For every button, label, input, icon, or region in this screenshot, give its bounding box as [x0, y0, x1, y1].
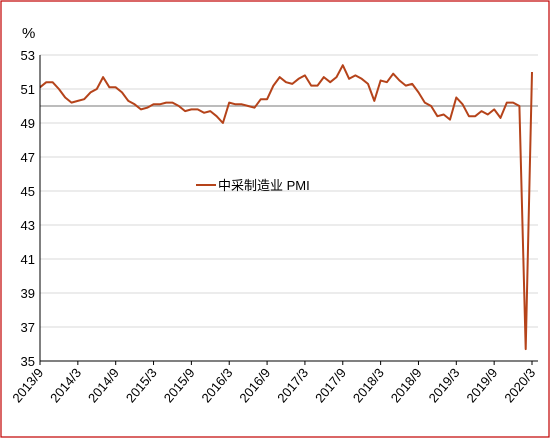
y-tick-label: 53: [21, 48, 35, 63]
x-tick-label: 2014/3: [47, 365, 84, 405]
x-tick-label: 2016/9: [236, 365, 273, 405]
y-tick-label: 45: [21, 184, 35, 199]
x-tick-label: 2014/9: [85, 365, 122, 405]
y-tick-label: 43: [21, 218, 35, 233]
series-line-pmi: [39, 64, 533, 351]
legend-label: 中采制造业 PMI: [218, 178, 310, 193]
x-tick-label: 2017/9: [312, 365, 349, 405]
x-tick-label: 2015/9: [161, 365, 198, 405]
x-tick-label: 2019/3: [426, 365, 463, 405]
y-tick-label: 41: [21, 252, 35, 267]
y-tick-label: 49: [21, 116, 35, 131]
x-tick-label: 2016/3: [198, 365, 235, 405]
y-tick-label: 35: [21, 354, 35, 369]
x-tick-label: 2020/3: [501, 365, 538, 405]
y-tick-label: 37: [21, 320, 35, 335]
x-tick-label: 2013/9: [9, 365, 46, 405]
y-tick-label: 39: [21, 286, 35, 301]
x-tick-label: 2018/9: [388, 365, 425, 405]
x-tick-label: 2018/3: [350, 365, 387, 405]
y-tick-label: 51: [21, 82, 35, 97]
x-tick-label: 2019/9: [463, 365, 500, 405]
y-axis-unit-label: %: [22, 25, 36, 42]
y-tick-label: 47: [21, 150, 35, 165]
x-tick-label: 2017/3: [274, 365, 311, 405]
x-tick-label: 2015/3: [123, 365, 160, 405]
